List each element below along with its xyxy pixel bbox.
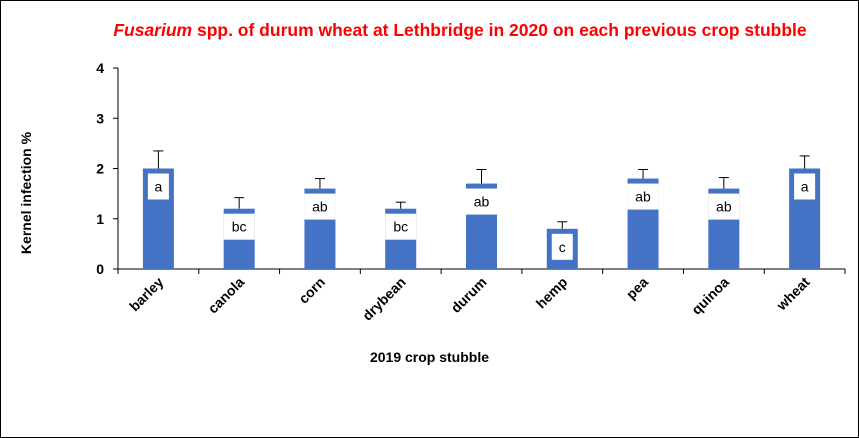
- significance-label-box: [627, 183, 659, 210]
- category-label: corn: [295, 274, 328, 307]
- significance-label: a: [801, 179, 809, 195]
- y-tick-label: 1: [96, 211, 104, 227]
- significance-label: a: [154, 179, 162, 195]
- category-label: pea: [623, 274, 652, 303]
- category-label: wheat: [773, 274, 813, 314]
- significance-label: c: [559, 239, 566, 255]
- x-axis-label: 2019 crop stubble: [369, 349, 490, 365]
- chart-title: Fusarium spp. of durum wheat at Lethbrid…: [90, 20, 830, 41]
- significance-label: bc: [393, 219, 408, 235]
- category-label: quinoa: [688, 274, 732, 318]
- chart-title-genus: Fusarium: [113, 20, 193, 40]
- category-label: drybean: [359, 274, 409, 324]
- y-tick-label: 4: [96, 60, 104, 76]
- significance-label: ab: [716, 199, 732, 215]
- significance-label-box: [147, 173, 169, 200]
- significance-label: ab: [312, 199, 328, 215]
- category-label: barley: [126, 274, 167, 315]
- category-label: hemp: [533, 274, 571, 312]
- category-label: durum: [448, 274, 490, 316]
- significance-label: ab: [474, 194, 490, 210]
- category-label: canola: [205, 274, 248, 317]
- chart-title-rest: spp. of durum wheat at Lethbridge in 202…: [192, 20, 807, 40]
- significance-label-box: [466, 188, 497, 215]
- significance-label: ab: [635, 189, 651, 205]
- significance-label-box: [385, 213, 417, 240]
- significance-label-box: [794, 173, 816, 200]
- y-tick-label: 3: [96, 110, 104, 126]
- y-tick-label: 2: [96, 161, 104, 177]
- significance-label-box: [551, 233, 573, 260]
- significance-label: bc: [232, 219, 247, 235]
- significance-label-box: [304, 193, 336, 220]
- y-tick-label: 0: [96, 261, 104, 277]
- significance-label-box: [708, 193, 740, 220]
- significance-label-box: [223, 213, 255, 240]
